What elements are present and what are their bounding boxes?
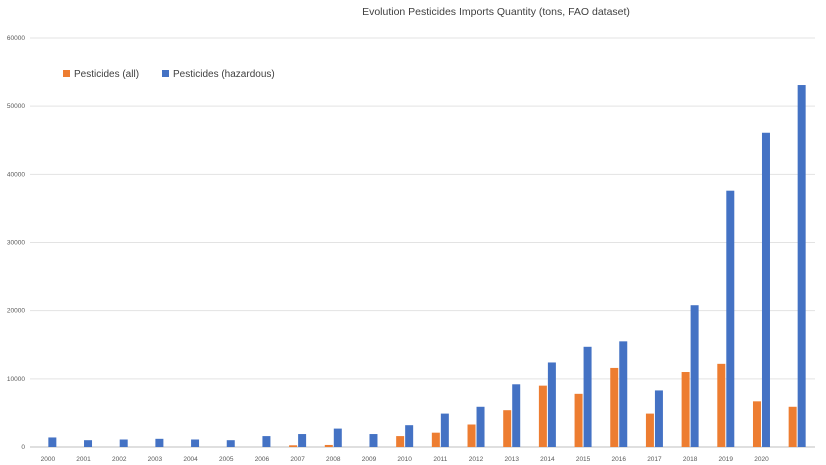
x-tick-label: 2010 [397, 456, 412, 463]
x-tick-label: 2018 [683, 456, 698, 463]
bar-pesticides-all [574, 393, 583, 447]
y-tick-label: 20000 [7, 308, 25, 315]
bars [48, 85, 806, 448]
bar-pesticides-all [289, 445, 298, 447]
bar-pesticides-all [645, 413, 654, 447]
legend-label-pesticides-hazardous: Pesticides (hazardous) [173, 69, 275, 80]
bar-pesticides-hazardous [476, 406, 485, 447]
x-tick-label: 2008 [326, 456, 341, 463]
x-axis-ticks: 2000 2001 2002 2003 2004 2005 2006 2007 2008 2009… [41, 456, 769, 463]
bar-pesticides-all [503, 410, 512, 447]
bar-pesticides-hazardous [155, 438, 164, 447]
x-tick-label: 2015 [576, 456, 591, 463]
legend-swatch-pesticides-all [63, 70, 70, 77]
legend-label-pesticides-all: Pesticides (all) [74, 69, 139, 80]
bar-pesticides-hazardous [405, 425, 414, 447]
legend: Pesticides (all) Pesticides (hazardous) [63, 69, 275, 80]
bar-pesticides-all [610, 367, 619, 447]
bar-pesticides-hazardous [690, 305, 699, 447]
y-tick-label: 40000 [7, 171, 25, 178]
bar-pesticides-all [788, 406, 797, 447]
bar-pesticides-all [396, 436, 405, 447]
bar-pesticides-hazardous [84, 440, 93, 447]
chart-title: Evolution Pesticides Imports Quantity (t… [362, 6, 630, 18]
x-tick-label: 2007 [290, 456, 305, 463]
bar-pesticides-all [752, 401, 761, 447]
bar-pesticides-all [717, 363, 726, 447]
y-tick-label: 60000 [7, 35, 25, 42]
bar-pesticides-hazardous [226, 440, 235, 447]
bar-pesticides-hazardous [726, 190, 735, 447]
bar-pesticides-hazardous [369, 434, 378, 447]
x-tick-label: 2013 [504, 456, 519, 463]
bar-pesticides-hazardous [119, 439, 128, 447]
x-tick-label: 2016 [612, 456, 627, 463]
y-tick-label: 50000 [7, 103, 25, 110]
bar-pesticides-hazardous [262, 436, 271, 447]
x-tick-label: 2014 [540, 456, 555, 463]
gridlines [30, 37, 815, 448]
y-tick-label: 30000 [7, 240, 25, 247]
x-tick-label: 2000 [41, 456, 56, 463]
bar-pesticides-hazardous [797, 85, 806, 447]
y-tick-label: 10000 [7, 376, 25, 383]
x-tick-label: 2001 [76, 456, 91, 463]
bar-pesticides-hazardous [48, 437, 57, 447]
x-tick-label: 2012 [469, 456, 484, 463]
x-tick-label: 2002 [112, 456, 127, 463]
bar-pesticides-all [324, 444, 333, 447]
bar-pesticides-hazardous [512, 384, 521, 447]
bar-pesticides-hazardous [333, 428, 342, 447]
bar-pesticides-all [467, 424, 476, 447]
x-tick-label: 2006 [255, 456, 270, 463]
x-tick-label: 2011 [433, 456, 447, 463]
x-tick-label: 2003 [148, 456, 163, 463]
x-tick-label: 2017 [647, 456, 662, 463]
x-tick-label: 2019 [719, 456, 734, 463]
y-axis-ticks: 0 10000 20000 30000 40000 50000 60000 [7, 35, 25, 451]
bar-pesticides-all [681, 372, 690, 447]
bar-pesticides-hazardous [583, 346, 592, 447]
x-tick-label: 2005 [219, 456, 234, 463]
bar-pesticides-hazardous [298, 434, 307, 447]
bar-pesticides-hazardous [654, 390, 663, 447]
legend-swatch-pesticides-hazardous [162, 70, 169, 77]
bar-pesticides-all [538, 385, 547, 447]
x-tick-label: 2020 [754, 456, 769, 463]
bar-pesticides-hazardous [440, 413, 449, 447]
x-tick-label: 2009 [362, 456, 377, 463]
y-tick-label: 0 [21, 444, 25, 451]
bar-pesticides-hazardous [619, 341, 628, 447]
bar-pesticides-all [431, 432, 440, 447]
bar-pesticides-hazardous [547, 362, 556, 447]
x-tick-label: 2004 [183, 456, 198, 463]
bar-pesticides-hazardous [191, 439, 200, 447]
bar-pesticides-hazardous [761, 132, 770, 448]
